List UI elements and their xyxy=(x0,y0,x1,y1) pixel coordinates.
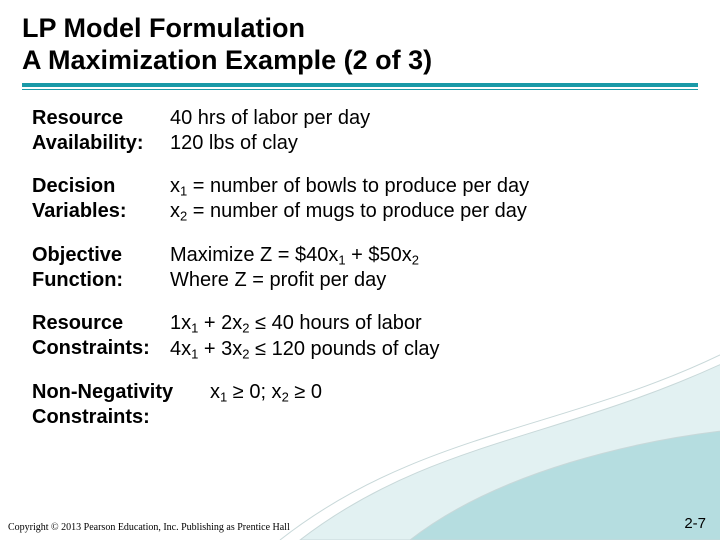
title-line2: A Maximization Example (2 of 3) xyxy=(22,44,698,76)
non-negativity-constraints: Non-Negativity Constraints: x1 ≥ 0; x2 ≥… xyxy=(32,380,688,430)
objective-function-label: Objective Function: xyxy=(32,243,170,294)
slide-content: Resource Availability: 40 hrs of labor p… xyxy=(22,90,698,431)
decision-variables: Decision Variables: x1 = number of bowls… xyxy=(32,174,688,225)
copyright-text: Copyright © 2013 Pearson Education, Inc.… xyxy=(8,522,338,534)
non-negativity-value: x1 ≥ 0; x2 ≥ 0 xyxy=(210,380,688,430)
slide: LP Model Formulation A Maximization Exam… xyxy=(0,0,720,540)
resource-availability: Resource Availability: 40 hrs of labor p… xyxy=(32,106,688,156)
resource-availability-label: Resource Availability: xyxy=(32,106,170,156)
resource-availability-value: 40 hrs of labor per day 120 lbs of clay xyxy=(170,106,688,156)
title-rule xyxy=(22,83,698,90)
title-line1: LP Model Formulation xyxy=(22,12,698,44)
objective-function-value: Maximize Z = $40x1 + $50x2 Where Z = pro… xyxy=(170,243,688,294)
slide-title: LP Model Formulation A Maximization Exam… xyxy=(22,12,698,77)
resource-constraints-label: Resource Constraints: xyxy=(32,311,170,362)
page-number: 2-7 xyxy=(684,515,706,532)
non-negativity-label: Non-Negativity Constraints: xyxy=(32,380,210,430)
resource-constraints-value: 1x1 + 2x2 ≤ 40 hours of labor 4x1 + 3x2 … xyxy=(170,311,688,362)
decision-variables-label: Decision Variables: xyxy=(32,174,170,225)
decision-variables-value: x1 = number of bowls to produce per day … xyxy=(170,174,688,225)
objective-function: Objective Function: Maximize Z = $40x1 +… xyxy=(32,243,688,294)
resource-constraints: Resource Constraints: 1x1 + 2x2 ≤ 40 hou… xyxy=(32,311,688,362)
